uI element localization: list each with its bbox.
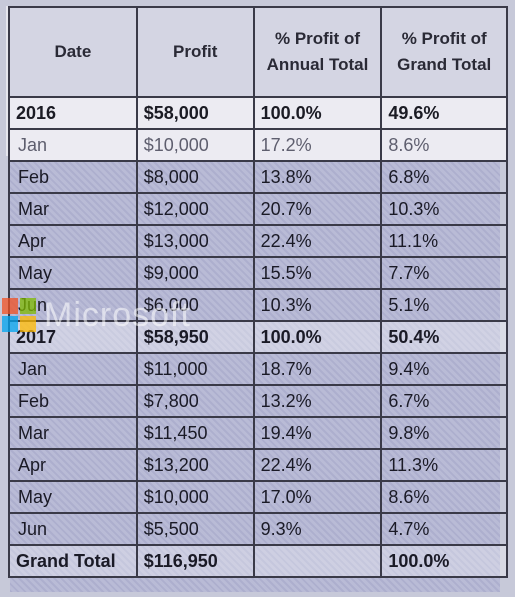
table-row: Mar $12,000 20.7% 10.3% bbox=[8, 192, 508, 226]
cell-date: Jun bbox=[8, 288, 138, 322]
cell-profit: $7,800 bbox=[135, 384, 255, 418]
table-row: Mar $11,450 19.4% 9.8% bbox=[8, 416, 508, 450]
cell-date: Feb bbox=[8, 384, 138, 418]
cell-date: Jun bbox=[8, 512, 138, 546]
cell-date: Mar bbox=[8, 416, 138, 450]
cell-profit: $8,000 bbox=[135, 160, 255, 194]
cell-pct-grand: 100.0% bbox=[380, 544, 508, 578]
table-row: Feb $7,800 13.2% 6.7% bbox=[8, 384, 508, 418]
cell-profit: $11,450 bbox=[135, 416, 255, 450]
cell-pct-annual: 22.4% bbox=[252, 448, 383, 482]
cell-pct-annual: 17.2% bbox=[252, 128, 383, 162]
cell-date: Feb bbox=[8, 160, 138, 194]
cell-pct-annual: 9.3% bbox=[252, 512, 383, 546]
cell-pct-grand: 9.4% bbox=[380, 352, 508, 386]
cell-pct-grand: 6.8% bbox=[380, 160, 508, 194]
grand-total-row: Grand Total $116,950 100.0% bbox=[8, 544, 508, 578]
cell-date: May bbox=[8, 256, 138, 290]
cell-date: 2017 bbox=[8, 320, 138, 354]
cell-pct-annual: 22.4% bbox=[252, 224, 383, 258]
cell-pct-grand: 11.1% bbox=[380, 224, 508, 258]
cell-pct-grand: 8.6% bbox=[380, 128, 508, 162]
header-pct-annual: % Profit of Annual Total bbox=[252, 6, 383, 98]
cell-pct-annual: 13.2% bbox=[252, 384, 383, 418]
cell-date: Jan bbox=[8, 128, 138, 162]
table-row: Jan $11,000 18.7% 9.4% bbox=[8, 352, 508, 386]
cell-profit: $12,000 bbox=[135, 192, 255, 226]
cell-pct-grand: 6.7% bbox=[380, 384, 508, 418]
table-row: Jun $6,000 10.3% 5.1% bbox=[8, 288, 508, 322]
cell-date: May bbox=[8, 480, 138, 514]
cell-date: Jan bbox=[8, 352, 138, 386]
cell-pct-annual: 18.7% bbox=[252, 352, 383, 386]
cell-profit: $58,950 bbox=[135, 320, 255, 354]
table-row: Apr $13,200 22.4% 11.3% bbox=[8, 448, 508, 482]
table-row: May $10,000 17.0% 8.6% bbox=[8, 480, 508, 514]
cell-pct-grand: 10.3% bbox=[380, 192, 508, 226]
header-profit: Profit bbox=[135, 6, 255, 98]
cell-pct-annual: 20.7% bbox=[252, 192, 383, 226]
cell-pct-grand: 11.3% bbox=[380, 448, 508, 482]
cell-pct-annual: 17.0% bbox=[252, 480, 383, 514]
cell-profit: $13,200 bbox=[135, 448, 255, 482]
cell-profit: $10,000 bbox=[135, 128, 255, 162]
cell-pct-grand: 4.7% bbox=[380, 512, 508, 546]
cell-pct-grand: 49.6% bbox=[380, 96, 508, 130]
table-row: Jun $5,500 9.3% 4.7% bbox=[8, 512, 508, 546]
cell-profit: $11,000 bbox=[135, 352, 255, 386]
cell-profit: $58,000 bbox=[135, 96, 255, 130]
cell-date: Mar bbox=[8, 192, 138, 226]
cell-date: Apr bbox=[8, 448, 138, 482]
table-row: 2016 $58,000 100.0% 49.6% bbox=[8, 96, 508, 130]
cell-pct-grand: 7.7% bbox=[380, 256, 508, 290]
cell-pct-grand: 5.1% bbox=[380, 288, 508, 322]
pivot-table: Date Profit % Profit of Annual Total % P… bbox=[8, 6, 508, 578]
cell-profit: $10,000 bbox=[135, 480, 255, 514]
cell-pct-annual: 10.3% bbox=[252, 288, 383, 322]
table-row: Apr $13,000 22.4% 11.1% bbox=[8, 224, 508, 258]
cell-profit: $13,000 bbox=[135, 224, 255, 258]
cell-pct-grand: 50.4% bbox=[380, 320, 508, 354]
cell-profit: $6,000 bbox=[135, 288, 255, 322]
cell-profit: $9,000 bbox=[135, 256, 255, 290]
cell-pct-grand: 8.6% bbox=[380, 480, 508, 514]
cell-pct-annual: 13.8% bbox=[252, 160, 383, 194]
table-row: 2017 $58,950 100.0% 50.4% bbox=[8, 320, 508, 354]
table-row: Jan $10,000 17.2% 8.6% bbox=[8, 128, 508, 162]
cell-profit: $116,950 bbox=[135, 544, 255, 578]
header-row: Date Profit % Profit of Annual Total % P… bbox=[8, 6, 508, 98]
cell-date: Apr bbox=[8, 224, 138, 258]
cell-pct-grand: 9.8% bbox=[380, 416, 508, 450]
cell-pct-annual: 100.0% bbox=[252, 96, 383, 130]
table-row: Feb $8,000 13.8% 6.8% bbox=[8, 160, 508, 194]
header-date: Date bbox=[8, 6, 138, 98]
cell-date: 2016 bbox=[8, 96, 138, 130]
cell-pct-annual: 19.4% bbox=[252, 416, 383, 450]
table-row: May $9,000 15.5% 7.7% bbox=[8, 256, 508, 290]
cell-profit: $5,500 bbox=[135, 512, 255, 546]
header-pct-grand: % Profit of Grand Total bbox=[380, 6, 508, 98]
cell-pct-annual bbox=[252, 544, 383, 578]
cell-pct-annual: 15.5% bbox=[252, 256, 383, 290]
cell-date: Grand Total bbox=[8, 544, 138, 578]
cell-pct-annual: 100.0% bbox=[252, 320, 383, 354]
